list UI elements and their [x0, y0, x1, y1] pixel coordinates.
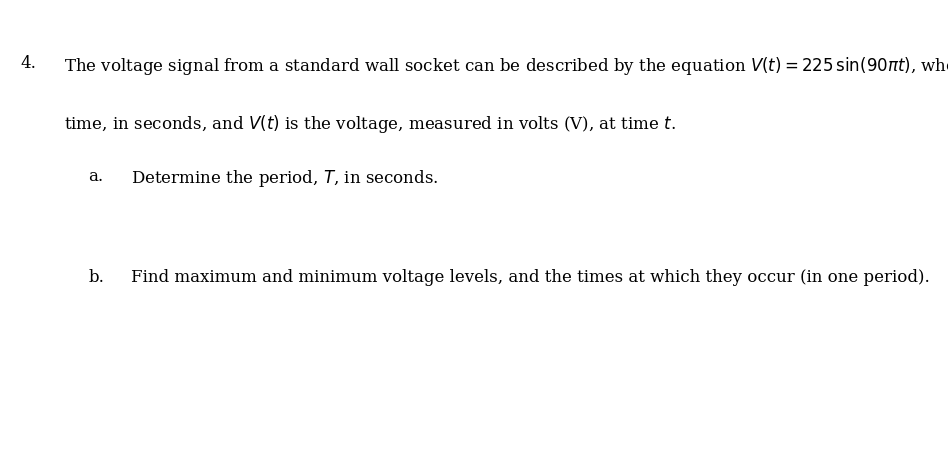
Text: b.: b. [88, 269, 104, 285]
Text: The voltage signal from a standard wall socket can be described by the equation : The voltage signal from a standard wall … [64, 55, 948, 77]
Text: Find maximum and minimum voltage levels, and the times at which they occur (in o: Find maximum and minimum voltage levels,… [131, 269, 930, 285]
Text: Determine the period, $T$, in seconds.: Determine the period, $T$, in seconds. [131, 168, 438, 189]
Text: a.: a. [88, 168, 103, 185]
Text: 4.: 4. [21, 55, 37, 72]
Text: time, in seconds, and $V(t)$ is the voltage, measured in volts (V), at time $t$.: time, in seconds, and $V(t)$ is the volt… [64, 112, 676, 134]
